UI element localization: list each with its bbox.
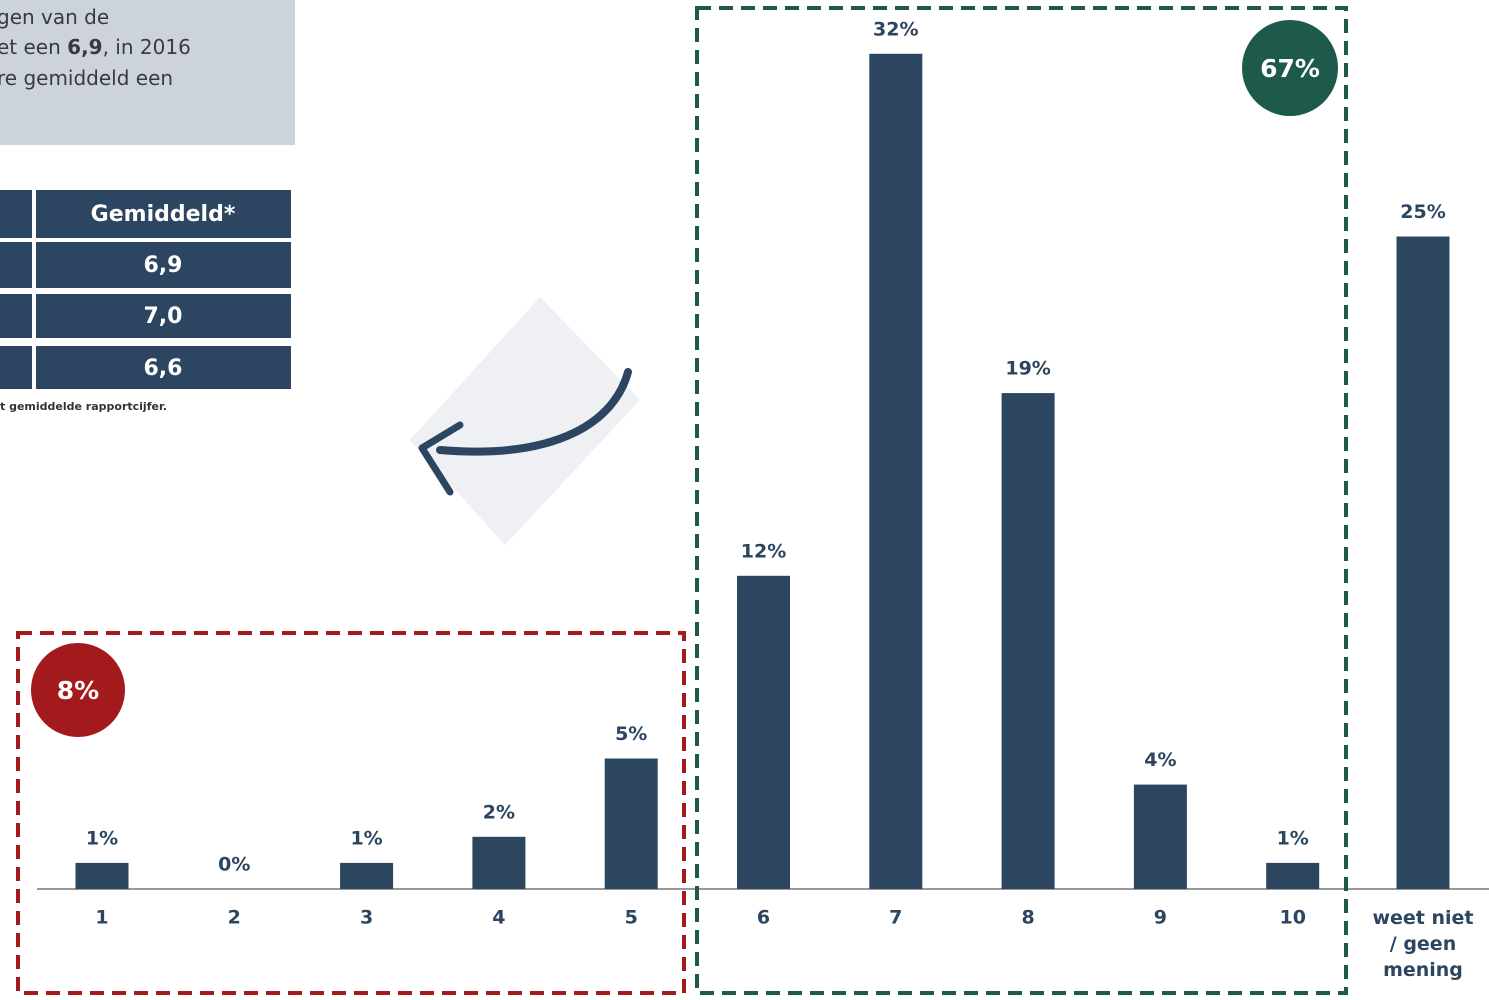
bar [1001,393,1055,889]
value-label: 19% [1005,358,1050,380]
value-label: 1% [86,827,118,849]
table: Gemiddeld* 6,9 7,0 6,6 t gemiddelde rapp… [0,190,291,413]
x-tick-label: 7 [889,907,902,929]
value-label: 32% [873,18,918,40]
arrow-curve [436,368,632,456]
value-label: 1% [1277,827,1309,849]
table-value: 6,9 [144,253,183,278]
group-total: 8% [57,676,99,705]
bar [1133,784,1187,889]
table-cell [36,242,291,288]
bar [869,53,923,890]
value-label: 12% [741,540,786,562]
table-cell [0,242,32,288]
table-value: 6,6 [144,356,183,381]
table-cell [0,346,32,389]
table-cell [36,346,291,389]
intro-line: gen van de [0,5,109,29]
intro-line: et een 6,9, in 2016 [0,35,191,59]
value-label: 5% [615,723,647,745]
x-tick-label: 2 [228,907,241,929]
group-total: 67% [1260,54,1320,83]
table-cell [0,190,32,238]
x-tick-line: weet niet [1372,907,1473,929]
x-tick-label: 9 [1154,907,1167,929]
group-badge [1242,20,1338,116]
intro-text: 6,9 [67,35,102,59]
intro-text: , in 2016 [103,35,191,59]
x-tick-label: weet niet / geen mening [1372,907,1473,981]
bar [472,836,526,889]
group-badge [31,643,125,737]
bar [340,862,394,889]
x-tick-label: 3 [360,907,373,929]
x-tick-label: 6 [757,907,770,929]
bar [1266,862,1320,889]
x-tick-line: mening [1383,959,1463,981]
x-tick-label: 4 [492,907,505,929]
table-header: Gemiddeld* [91,202,236,227]
x-tick-label: 8 [1021,907,1034,929]
x-tick-label: 1 [95,907,108,929]
table-cell [0,294,32,338]
arrow-head [418,421,464,496]
value-label: 0% [218,854,250,876]
footnote: t gemiddelde rapportcijfer. [0,400,167,413]
intro-text: gen van de [0,5,109,29]
x-tick-line: / geen [1390,933,1456,955]
x-tick-label: 5 [625,907,638,929]
table-cell [36,190,291,238]
value-label: 1% [350,827,382,849]
value-label: 25% [1400,201,1445,223]
table-value: 7,0 [144,304,183,329]
intro-box [0,0,295,145]
bar [737,575,790,889]
intro-text: re gemiddeld een [0,66,173,90]
bar [1396,236,1450,889]
arrow-decoration [410,297,640,545]
bar [604,758,658,889]
group-box [695,6,1348,995]
arrow-backdrop [410,297,640,545]
value-label: 2% [483,801,515,823]
x-tick-label: 10 [1279,907,1305,929]
bar [75,862,129,889]
table-cell [36,294,291,338]
intro-text: et een [0,35,67,59]
intro-line: re gemiddeld een [0,66,173,90]
group-box [16,631,686,995]
value-label: 4% [1144,749,1176,771]
